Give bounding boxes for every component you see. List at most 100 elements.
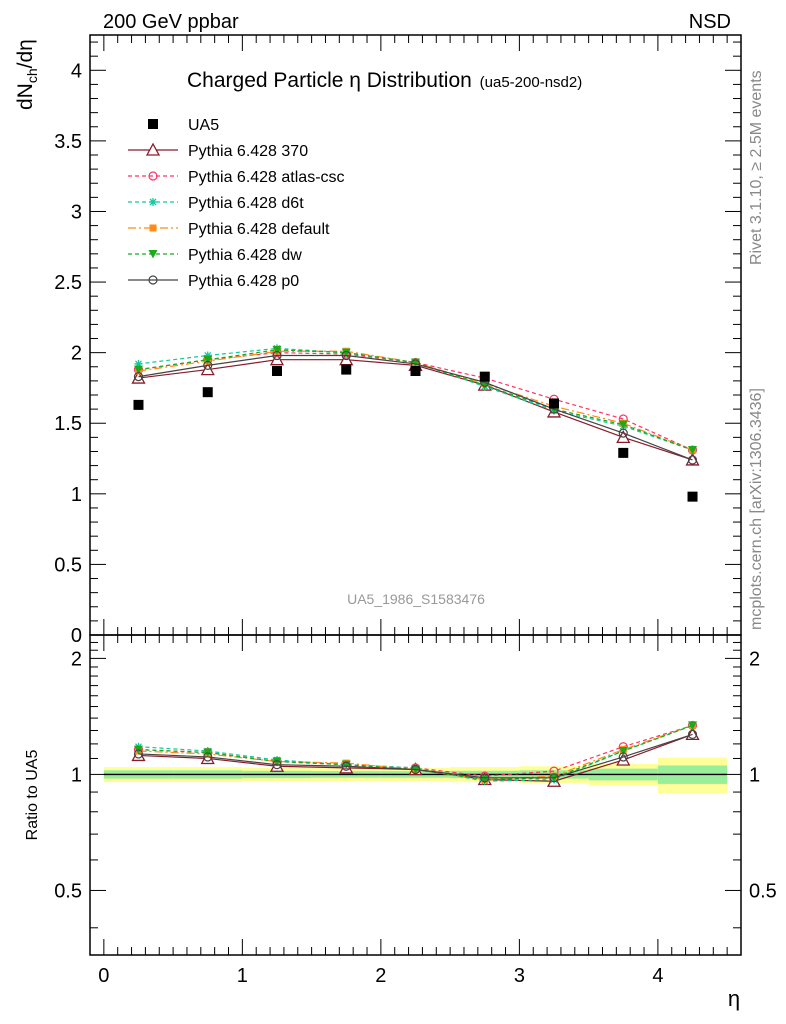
x-tick-label: 3 [514,965,525,987]
ratio-series-5 [133,729,698,783]
main-y-axis-label: dNch/dη [14,39,40,110]
ratio-series-line [138,724,693,782]
main-series-point [341,348,351,358]
main-series-point [688,446,698,455]
ratio-series-point [618,747,628,756]
legend-item-4: Pythia 6.428 dw [128,247,302,264]
x-tick-label: 0 [98,965,109,987]
ua5-data-point [133,399,144,410]
x-tick-label: 4 [652,965,663,987]
main-series-point [134,359,143,368]
main-y-tick-label: 2.5 [54,272,82,294]
header-process-label: NSD [689,11,731,33]
main-plot-title-text: Charged Particle η Distribution [187,69,472,92]
legend-label: Pythia 6.428 d6t [188,195,304,212]
ratio-y-tick-label: 0.5 [54,880,82,902]
ratio-series-point [618,752,628,762]
legend-item-2: Pythia 6.428 d6t [128,195,304,212]
main-series-point [203,360,213,370]
legend-item-5: Pythia 6.428 p0 [128,273,299,290]
ratio-series-point [200,751,215,765]
ratio-y-tick-label: 2 [71,648,82,670]
legend-label: UA5 [188,117,219,134]
main-y-tick-label: 3 [71,201,82,223]
ratio-series-point [131,748,146,762]
main-series-point [618,428,628,438]
ratio-y-axis-label: Ratio to UA5 [24,750,41,841]
header-energy-label: 200 GeV ppbar [103,11,239,33]
ratio-plot-panel: 0.5 0.5 1 1 2 2 0 1 2 3 4 Ratio to UA5 η [24,634,777,1011]
main-plot-panel: 0 0.5 1 1.5 2 2.5 3 3.5 4 Charged Particle η Dis… [14,34,742,647]
ua5-data-point [341,364,352,375]
ua5-data-series [133,364,698,502]
main-series-point [203,351,212,360]
ratio-y-tick-label-right: 0.5 [749,880,777,902]
x-tick-label: 1 [237,965,248,987]
main-series-point [687,455,698,465]
ratio-series-point [687,729,698,740]
ratio-series-point [272,760,282,770]
main-series-point [133,365,143,375]
legend-item-3: Pythia 6.428 default [128,221,330,238]
main-y-tick-label: 4 [71,60,82,82]
legend-label: Pythia 6.428 atlas-csc [188,169,345,186]
main-series-point [133,372,144,382]
ua5-data-point [410,366,421,376]
legend-marker [148,250,158,259]
main-series-line [138,352,693,451]
ratio-y-tick-label: 1 [71,764,82,786]
legend-label: Pythia 6.428 370 [188,143,308,160]
legend-item-ua5: UA5 [148,117,219,134]
main-plot-subtitle: (ua5-200-nsd2) [480,74,583,91]
main-y-tick-label: 2 [71,343,82,365]
legend-label: Pythia 6.428 default [188,221,330,238]
legend-item-1: Pythia 6.428 atlas-csc [128,169,345,186]
main-series-point [131,370,146,384]
legend: UA5 Pythia 6.428 370 Pythia 6.428 atlas-cs… [128,117,345,290]
main-series-line [138,354,693,461]
main-series-point [203,355,213,365]
main-series-point [272,350,282,361]
main-y-tick-label: 0 [71,625,82,647]
main-y-tick-label: 3.5 [54,131,82,153]
ratio-y-tick-label-right: 1 [749,764,760,786]
ua5-data-point [687,491,698,502]
legend-marker [148,275,158,285]
ratio-series-point [688,721,698,730]
legend-label: Pythia 6.428 p0 [188,273,299,290]
main-y-tick-label: 1.5 [54,413,82,435]
main-series-line [138,349,693,451]
x-tick-label: 2 [375,965,386,987]
legend-marker [148,171,158,181]
main-series-line [138,347,693,451]
x-axis-label: η [728,986,740,1011]
ratio-series-point [272,757,282,767]
main-y-tick-label: 1 [71,484,82,506]
ratio-series-point [133,749,144,759]
legend-marker [149,224,157,232]
main-series-point [618,420,628,430]
ratio-series-point [341,761,351,771]
main-plot-title: Charged Particle η Distribution (ua5-200… [187,69,582,92]
ratio-series-point [410,764,421,775]
ratio-series-point [549,773,559,783]
mcplots-reference-label: mcplots.cern.ch [arXiv:1306.3436] [748,388,765,630]
rivet-version-label: Rivet 3.1.10, ≥ 2.5M events [748,70,765,265]
ratio-plot-frame [89,634,742,956]
ua5-data-point [549,398,560,409]
ua5-data-point [479,371,490,382]
ratio-y-tick-label-right: 2 [749,648,760,670]
legend-marker [149,198,157,206]
main-series-point [341,350,351,361]
legend-marker [145,142,161,156]
main-series-point [272,345,282,355]
main-series-4 [133,345,698,455]
ratio-series-point [480,773,490,783]
legend-label: Pythia 6.428 dw [188,247,302,264]
main-y-tick-label: 0.5 [54,554,82,576]
ratio-series-point [203,752,213,762]
legend-item-0: Pythia 6.428 370 [128,142,308,160]
ua5-data-point [202,387,213,398]
ratio-series-line [138,733,693,779]
